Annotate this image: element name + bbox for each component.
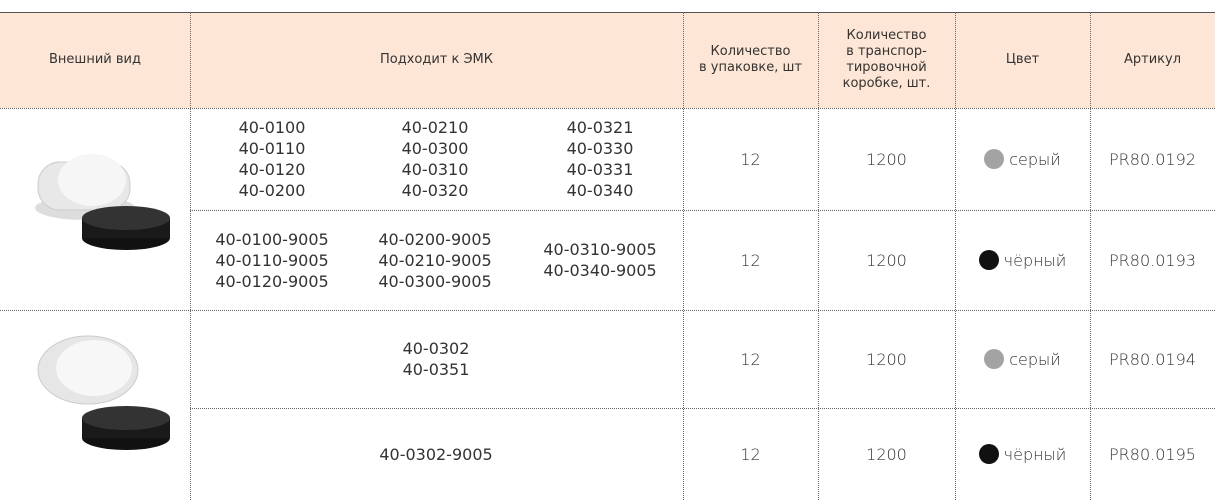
box-qty: 1200 (866, 149, 907, 169)
pack-qty: 12 (740, 444, 761, 464)
header-text: коробке, шт. (842, 76, 931, 91)
model-code: 40-0120 (238, 160, 306, 179)
header-cell: Количество в упаковке, шт (683, 12, 818, 108)
product-image (37, 335, 170, 450)
model-code: 40-0110 (238, 139, 306, 158)
box-qty: 1200 (866, 444, 907, 464)
header-text: Количество (846, 28, 927, 43)
header-text: Подходит к ЭМК (379, 52, 493, 67)
color-cell: чёрный (955, 408, 1090, 500)
header-cell: Цвет (955, 12, 1090, 108)
grid-line (190, 408, 1215, 409)
color-name: чёрный (1003, 444, 1067, 464)
header-text: Цвет (1005, 52, 1040, 67)
header-cell: Артикул (1090, 12, 1215, 108)
pack-qty: 12 (740, 149, 761, 169)
article: PR80.0194 (1109, 349, 1196, 369)
color-name: чёрный (1003, 250, 1067, 270)
model-code: 40-0340 (566, 181, 634, 200)
color-dot (984, 349, 1005, 369)
model-list: 40-0200-9005 40-0210-9005 40-0300-9005 (355, 210, 515, 310)
header-bg (0, 12, 1215, 108)
color-cell: чёрный (955, 210, 1090, 310)
model-code: 40-0110-9005 (215, 250, 329, 270)
model-code: 40-0321 (566, 118, 634, 137)
grid-line (955, 12, 956, 500)
header-cell: Подходит к ЭМК (190, 12, 683, 108)
header-text: в транспор- (846, 44, 927, 59)
box-qty: 1200 (866, 250, 907, 270)
article: PR80.0195 (1109, 444, 1196, 464)
model-code: 40-0300-9005 (378, 271, 492, 291)
color-cell: серый (955, 310, 1090, 408)
model-list: 40-0310-9005 40-0340-9005 (520, 210, 680, 310)
article: PR80.0192 (1109, 149, 1196, 169)
pack-qty: 12 (740, 349, 761, 369)
header-cell: Количество в транспор-тировочной коробке, … (818, 12, 955, 108)
model-code: 40-0320 (401, 181, 469, 200)
grid-line (1090, 12, 1091, 500)
model-code: 40-0351 (402, 360, 470, 379)
header-text: Количество (710, 44, 791, 59)
model-code: 40-0302-9005 (379, 444, 493, 464)
product-image (35, 154, 170, 250)
model-code: 40-0210 (401, 118, 469, 137)
color-cell: серый (955, 108, 1090, 210)
model-code: 40-0210-9005 (378, 250, 492, 270)
model-code: 40-0200 (238, 181, 306, 200)
color-dot (978, 250, 999, 270)
grid-line (0, 108, 1215, 109)
color-name: серый (1009, 149, 1061, 169)
box-qty: 1200 (866, 349, 907, 369)
model-code: 40-0330 (566, 139, 634, 158)
model-code: 40-0120-9005 (215, 271, 329, 291)
model-list: 40-0210 40-0300 40-0310 40-0320 (355, 108, 515, 210)
grid-line (818, 12, 819, 500)
model-code: 40-0302 (402, 339, 470, 358)
top-rule (0, 12, 1215, 13)
model-code: 40-0100-9005 (215, 229, 329, 249)
article: PR80.0193 (1109, 250, 1196, 270)
header-cell: Внешний вид (0, 12, 190, 108)
model-code: 40-0100 (238, 118, 306, 137)
grid-line (0, 310, 1215, 311)
header-text: Артикул (1123, 52, 1182, 67)
model-code: 40-0200-9005 (378, 229, 492, 249)
model-code: 40-0331 (566, 160, 634, 179)
color-name: серый (1009, 349, 1061, 369)
model-list: 40-0100 40-0110 40-0120 40-0200 (192, 108, 352, 210)
model-list: 40-0100-9005 40-0110-9005 40-0120-9005 (192, 210, 352, 310)
color-dot (984, 149, 1005, 169)
model-list: 40-0302-9005 (356, 408, 516, 500)
header-text: тировочной (846, 60, 927, 75)
header-text: Внешний вид (49, 52, 141, 67)
model-code: 40-0310-9005 (543, 240, 657, 259)
model-list: 40-0321 40-0330 40-0331 40-0340 (520, 108, 680, 210)
model-code: 40-0300 (401, 139, 469, 158)
model-list: 40-0302 40-0351 (356, 310, 516, 408)
model-code: 40-0340-9005 (543, 261, 657, 280)
pack-qty: 12 (740, 250, 761, 270)
grid-line (190, 210, 1215, 211)
model-code: 40-0310 (401, 160, 469, 179)
grid-line (190, 12, 191, 500)
color-dot (978, 444, 999, 464)
grid-line (683, 12, 684, 500)
header-text: в упаковке, шт (698, 60, 802, 75)
